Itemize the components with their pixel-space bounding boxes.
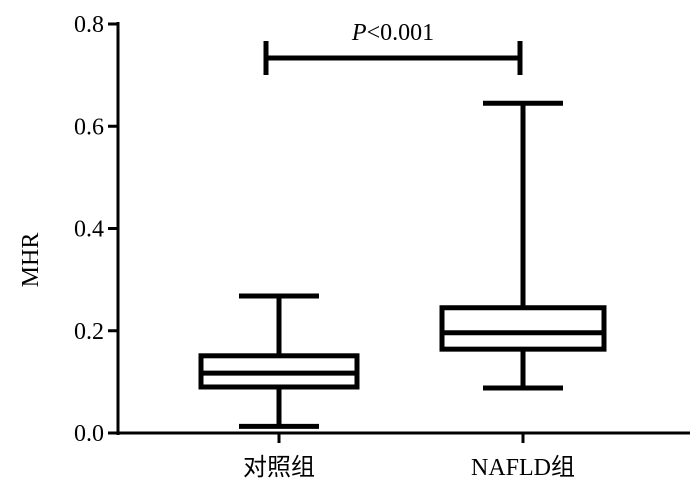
y-tick-label: 0.2 <box>74 319 104 345</box>
y-tick-label: 0.0 <box>74 421 104 447</box>
y-tick-label: 0.6 <box>74 114 104 140</box>
x-tick-label: 对照组 <box>243 454 315 481</box>
y-axis-label: MHR <box>18 233 44 288</box>
p-value: <0.001 <box>367 20 435 46</box>
box <box>439 305 607 352</box>
y-tick-label: 0.8 <box>74 12 104 38</box>
y-tick-label: 0.4 <box>74 217 104 243</box>
p-symbol: P <box>351 20 367 46</box>
significance-label: P<0.001 <box>351 20 434 46</box>
x-tick-label: NAFLD组 <box>471 454 575 481</box>
